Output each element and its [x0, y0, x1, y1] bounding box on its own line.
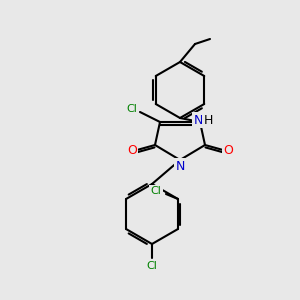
- Text: Cl: Cl: [147, 261, 158, 271]
- Text: O: O: [223, 143, 233, 157]
- Text: H: H: [203, 113, 213, 127]
- Text: Cl: Cl: [151, 186, 161, 196]
- Text: N: N: [193, 113, 203, 127]
- Text: O: O: [127, 143, 137, 157]
- Text: Cl: Cl: [127, 104, 137, 114]
- Text: N: N: [175, 160, 185, 172]
